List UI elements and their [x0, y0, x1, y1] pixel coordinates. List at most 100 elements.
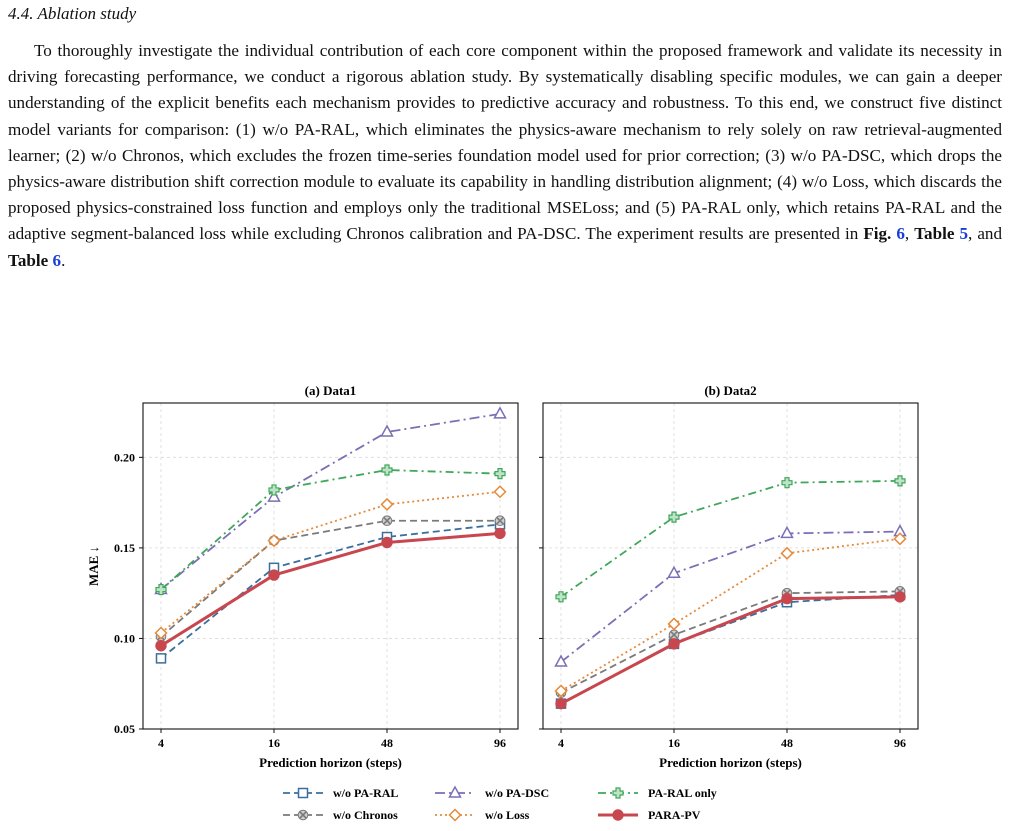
separator-2: , and	[968, 224, 1003, 244]
point-para-pv-96	[894, 591, 906, 603]
legend-label: w/o PA-RAL	[333, 786, 398, 800]
table-ref-label-2: Table	[8, 250, 49, 270]
legend-item-pa-ral-only: PA-RAL only	[598, 786, 717, 800]
point-w-o-loss-48	[380, 497, 394, 511]
series-line-para-pv	[560, 595, 901, 705]
point-para-pv-16	[668, 638, 680, 650]
series-pa-ral-only	[155, 464, 506, 596]
point-w-o-loss-16	[267, 534, 281, 548]
point-w-o-loss-48	[780, 546, 794, 560]
legend-item-w-o-chronos: w/o Chronos	[283, 808, 398, 822]
point-para-pv-96	[494, 527, 506, 540]
series-w-o-loss	[554, 532, 907, 698]
series-w-o-pa-ral	[155, 519, 506, 664]
y-tick-label: 0.10	[114, 631, 135, 645]
series-line-pa-ral-only	[560, 479, 901, 598]
point-w-o-pa-dsc-48	[780, 525, 794, 539]
point-w-o-loss-4	[554, 684, 568, 698]
point-w-o-loss-96	[493, 485, 507, 499]
point-para-pv-4	[155, 639, 167, 652]
point-para-pv-4	[555, 697, 567, 710]
legend-item-w-o-pa-dsc: w/o PA-DSC	[435, 785, 549, 800]
point-w-o-loss-4	[154, 626, 168, 640]
legend: w/o PA-RAL w/o PA-DSC PA-RAL only w/o Chron…	[283, 785, 717, 822]
point-w-o-pa-dsc-16	[267, 489, 281, 502]
point-pa-ral-only-96	[894, 475, 906, 487]
table-6-link[interactable]: 6	[52, 250, 62, 270]
series-line-w-o-chronos	[160, 519, 500, 638]
x-tick-label: 4	[158, 736, 164, 750]
series-line-para-pv	[160, 531, 501, 647]
legend-marker	[297, 809, 309, 821]
point-pa-ral-only-16	[268, 484, 280, 496]
ablation-figure: (a) Data1 0.05 0.10 0.15 0.20 4 16 48 96 Predicti…	[86, 383, 919, 822]
table-ref-label-1: Table	[914, 224, 955, 244]
y-tick-label: 0.15	[114, 541, 135, 555]
point-para-pv-16	[268, 569, 280, 581]
point-w-o-pa-dsc-4	[554, 654, 568, 667]
series-w-o-pa-ral	[555, 589, 906, 709]
panel-a: (a) Data1 0.05 0.10 0.15 0.20 4 16 48 96 Predicti…	[114, 383, 519, 770]
legend-marker	[448, 808, 462, 822]
point-w-o-pa-dsc-96	[493, 406, 507, 419]
x-tick-label: 48	[381, 736, 393, 750]
point-para-pv-48	[381, 536, 393, 549]
series-line-w-o-loss	[560, 537, 901, 692]
y-tick-label: 0.20	[114, 450, 135, 464]
y-tick-label: 0.05	[114, 722, 135, 736]
series-line-w-o-loss	[160, 490, 501, 634]
legend-label: w/o PA-DSC	[485, 786, 549, 800]
point-w-o-chronos-96	[494, 515, 506, 527]
series-line-w-o-pa-ral	[160, 523, 501, 660]
legend-label: PA-RAL only	[648, 786, 717, 800]
legend-marker	[612, 787, 624, 799]
x-tick-label: 96	[894, 736, 906, 750]
series-para-pv	[155, 527, 506, 652]
legend-marker	[297, 787, 309, 799]
paragraph-body: To thoroughly investigate the individual…	[8, 41, 1002, 244]
fig-ref-label: Fig.	[863, 224, 892, 244]
series-w-o-loss	[154, 485, 507, 640]
legend-item-w-o-pa-ral: w/o PA-RAL	[283, 786, 398, 800]
point-w-o-loss-96	[893, 532, 907, 546]
x-tick-label: 96	[494, 736, 506, 750]
point-pa-ral-only-48	[781, 477, 793, 489]
point-w-o-pa-dsc-48	[380, 424, 394, 437]
point-pa-ral-only-48	[381, 464, 393, 476]
legend-item-w-o-loss: w/o Loss	[435, 808, 530, 822]
legend-label: PARA-PV	[648, 808, 701, 822]
panel-title: (b) Data2	[704, 383, 756, 398]
legend-marker	[448, 785, 462, 798]
x-tick-label: 48	[781, 736, 793, 750]
table-5-link[interactable]: 5	[959, 224, 969, 244]
ablation-paragraph: To thoroughly investigate the individual…	[8, 38, 1002, 274]
paragraph-end: .	[61, 250, 66, 270]
point-w-o-pa-ral-4	[155, 653, 167, 664]
series-line-pa-ral-only	[160, 469, 501, 591]
point-w-o-chronos-48	[381, 515, 393, 527]
point-w-o-loss-16	[667, 617, 681, 631]
series-w-o-pa-dsc	[154, 406, 507, 595]
x-tick-label: 16	[668, 736, 680, 750]
x-tick-label: 16	[268, 736, 280, 750]
series-line-w-o-pa-dsc	[560, 530, 901, 663]
x-axis-label: Prediction horizon (steps)	[259, 755, 402, 770]
point-w-o-chronos-16-cross	[670, 631, 678, 639]
series-w-o-chronos	[155, 515, 506, 642]
point-para-pv-48	[781, 592, 793, 605]
point-w-o-chronos-96-cross	[496, 517, 504, 525]
series-para-pv	[555, 591, 906, 710]
point-w-o-chronos-48-cross	[383, 517, 391, 525]
point-pa-ral-only-4	[155, 583, 167, 596]
y-axis-label: MAE ↓	[86, 546, 101, 586]
series-w-o-pa-dsc	[554, 524, 907, 667]
series-line-w-o-pa-dsc	[160, 412, 501, 591]
panel-b: (b) Data2 4 16 48 96 Prediction horizon (step…	[539, 383, 919, 770]
series-line-w-o-pa-ral	[560, 594, 901, 705]
section-heading: 4.4. Ablation study	[8, 4, 137, 23]
fig-6-link[interactable]: 6	[896, 224, 905, 244]
point-pa-ral-only-16	[668, 511, 680, 523]
legend-marker	[612, 809, 624, 821]
series-pa-ral-only	[555, 475, 906, 603]
point-w-o-pa-dsc-16	[667, 565, 681, 578]
